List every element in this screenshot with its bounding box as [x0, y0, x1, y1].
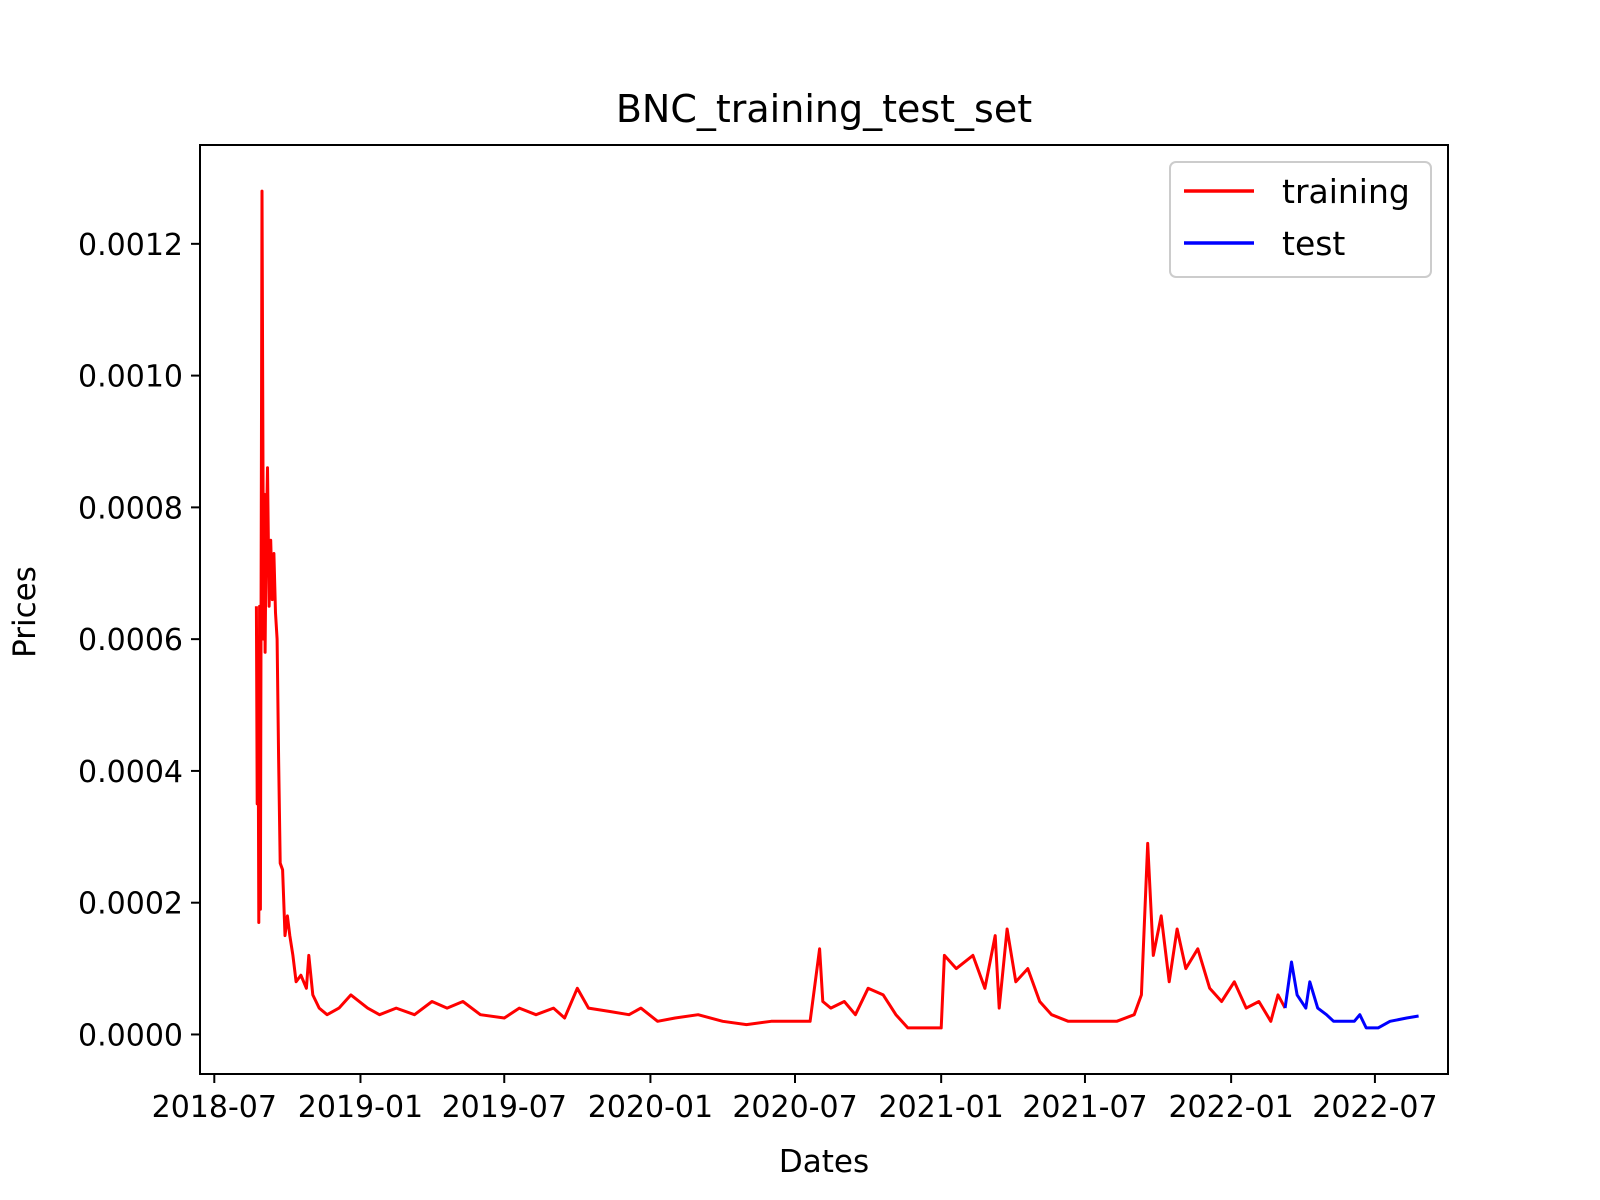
y-tick-label: 0.0000: [78, 1018, 183, 1053]
x-tick-label: 2022-01: [1168, 1090, 1293, 1125]
y-tick-label: 0.0010: [78, 360, 183, 395]
legend-label-training: training: [1282, 172, 1410, 211]
chart-title: BNC_training_test_set: [616, 87, 1032, 131]
y-tick-label: 0.0008: [78, 491, 183, 526]
x-tick-label: 2022-07: [1312, 1090, 1437, 1125]
plot-frame: [199, 144, 1449, 1075]
x-tick-label: 2020-01: [588, 1090, 713, 1125]
x-axis-label: Dates: [779, 1144, 869, 1180]
x-tick-label: 2020-07: [732, 1090, 857, 1125]
y-tick-label: 0.0004: [78, 755, 183, 790]
x-axis: 2018-07 2019-01 2019-07 2020-01 2020-07 2021-…: [152, 1074, 1438, 1125]
x-tick-label: 2021-07: [1022, 1090, 1147, 1125]
series-line-training: [254, 189, 1287, 1030]
y-axis-label: Prices: [7, 566, 43, 658]
series-line-test: [1283, 960, 1419, 1030]
x-tick-label: 2018-07: [152, 1090, 277, 1125]
legend-label-test: test: [1282, 224, 1345, 263]
y-axis: 0.0000 0.0002 0.0004 0.0006 0.0008 0.0010 0.00…: [78, 228, 200, 1053]
y-tick-label: 0.0002: [78, 887, 183, 922]
x-tick-label: 2021-01: [878, 1090, 1003, 1125]
y-tick-label: 0.0012: [78, 228, 183, 263]
x-tick-label: 2019-07: [442, 1090, 567, 1125]
y-tick-label: 0.0006: [78, 623, 183, 658]
legend: training test: [1169, 161, 1432, 278]
plot-area: [200, 145, 1448, 1074]
x-tick-label: 2019-01: [298, 1090, 423, 1125]
series-layer: [254, 189, 1419, 1030]
